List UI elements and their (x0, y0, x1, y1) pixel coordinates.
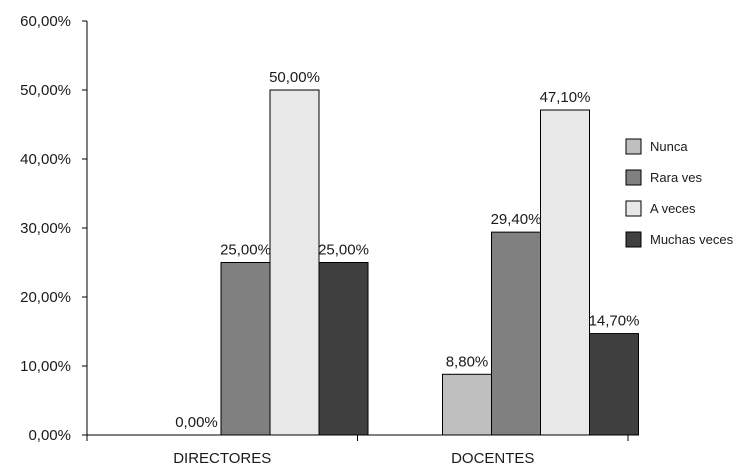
legend-label: Nunca (650, 139, 688, 154)
bar (220, 262, 271, 436)
legend-label: Rara ves (650, 170, 703, 185)
bar (540, 109, 590, 436)
y-tick-label: 60,00% (20, 13, 71, 30)
bar (318, 262, 369, 436)
y-tick-label: 10,00% (20, 358, 71, 375)
legend-swatch (625, 200, 642, 217)
bar-value-label: 0,00% (175, 414, 218, 431)
x-axis: DIRECTORES DOCENTES (86, 434, 629, 467)
bar (269, 89, 320, 436)
y-tick-label: 20,00% (20, 289, 71, 306)
bar-value-label: 47,10% (540, 89, 591, 106)
bar-value-label: 8,80% (446, 353, 489, 370)
x-category-label: DOCENTES (451, 450, 534, 467)
legend-swatch (625, 231, 642, 248)
y-axis: 0,00% 10,00% 20,00% 30,00% 40,00% 50,00% 60,00… (20, 13, 88, 444)
bar (491, 231, 541, 436)
legend: Nunca Rara ves A veces Muchas veces (625, 138, 734, 248)
y-tick-label: 50,00% (20, 82, 71, 99)
bar-value-label: 29,40% (491, 211, 542, 228)
legend-swatch (625, 169, 642, 186)
y-tick-label: 30,00% (20, 220, 71, 237)
legend-swatch (625, 138, 642, 155)
bar-value-label: 14,70% (589, 313, 640, 330)
y-tick-label: 0,00% (28, 427, 71, 444)
bar-value-label: 25,00% (318, 242, 369, 259)
y-tick-label: 40,00% (20, 151, 71, 168)
legend-label: Muchas veces (650, 232, 734, 247)
bars (220, 89, 639, 436)
legend-label: A veces (650, 201, 696, 216)
bar (589, 333, 639, 436)
bar-value-label: 50,00% (269, 69, 320, 86)
bar (442, 373, 492, 436)
bar-value-label: 25,00% (220, 242, 271, 259)
x-category-label: DIRECTORES (173, 450, 271, 467)
data-labels: 0,00% 25,00% 50,00% 25,00% 8,80% 29,40% 47,10%… (175, 69, 639, 431)
